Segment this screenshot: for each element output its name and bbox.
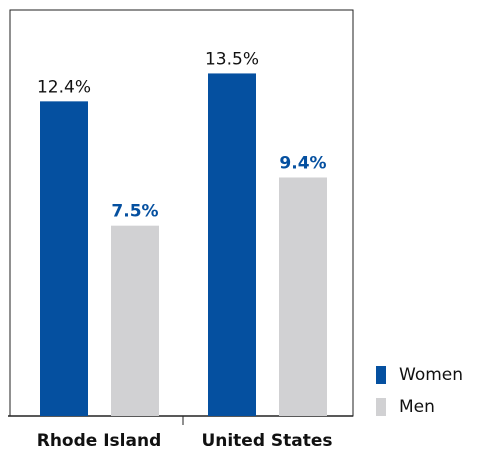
data-label: 9.4% bbox=[279, 153, 326, 173]
bar bbox=[208, 73, 256, 416]
x-tick-label: United States bbox=[201, 431, 332, 451]
data-label: 7.5% bbox=[111, 202, 158, 222]
bar bbox=[40, 101, 88, 416]
bar bbox=[111, 225, 159, 416]
data-label: 13.5% bbox=[205, 49, 259, 69]
legend-swatch bbox=[376, 398, 386, 416]
x-tick-label: Rhode Island bbox=[37, 431, 162, 451]
legend-label: Women bbox=[399, 365, 463, 385]
data-label: 12.4% bbox=[37, 77, 91, 97]
bar bbox=[279, 177, 327, 416]
legend-label: Men bbox=[399, 397, 435, 417]
legend-swatch bbox=[376, 366, 386, 384]
